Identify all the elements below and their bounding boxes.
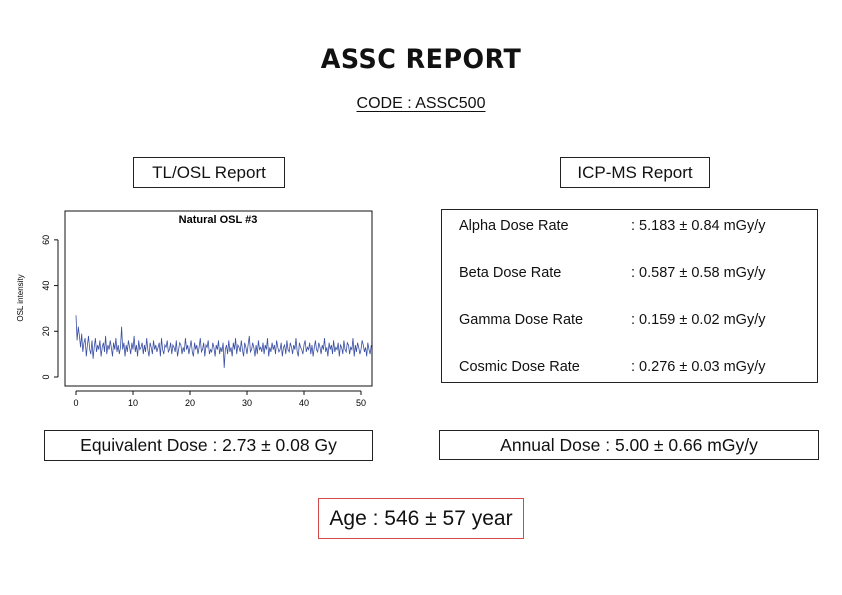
osl-chart: Natural OSL #3 OSL intensity 0 10 20 30 40 50… xyxy=(16,210,373,408)
beta-dose-rate-value: : 0.587 ± 0.58 mGy/y xyxy=(631,265,766,281)
x-tick-label: 50 xyxy=(356,398,366,408)
y-axis-label: OSL intensity xyxy=(16,274,25,321)
x-tick-label: 10 xyxy=(128,398,138,408)
gamma-dose-rate-label: Gamma Dose Rate xyxy=(459,312,584,328)
report-code: CODE : ASSC500 xyxy=(0,95,842,113)
alpha-dose-rate-value: : 5.183 ± 0.84 mGy/y xyxy=(631,218,766,234)
report-title: ASSC REPORT xyxy=(320,44,522,75)
x-tick-label: 30 xyxy=(242,398,252,408)
age-result-box: Age : 546 ± 57 year xyxy=(318,498,524,539)
x-axis: 0 10 20 30 40 50 xyxy=(73,390,366,408)
x-tick-label: 40 xyxy=(299,398,309,408)
x-tick-label: 20 xyxy=(185,398,195,408)
chart-title: Natural OSL #3 xyxy=(179,214,258,226)
icp-ms-report-header: ICP-MS Report xyxy=(560,157,710,188)
equivalent-dose-box: Equivalent Dose : 2.73 ± 0.08 Gy xyxy=(44,430,373,461)
cosmic-dose-rate-value: : 0.276 ± 0.03 mGy/y xyxy=(631,359,766,375)
cosmic-dose-rate-label: Cosmic Dose Rate xyxy=(459,359,580,375)
x-tick-label: 0 xyxy=(73,398,78,408)
y-tick-label: 40 xyxy=(41,281,51,291)
series-line-natural-osl xyxy=(75,315,372,368)
y-tick-label: 20 xyxy=(41,326,51,336)
annual-dose-box: Annual Dose : 5.00 ± 0.66 mGy/y xyxy=(439,430,819,460)
beta-dose-rate-label: Beta Dose Rate xyxy=(459,265,562,281)
tl-osl-report-header: TL/OSL Report xyxy=(133,157,285,188)
report-code-text: CODE : ASSC500 xyxy=(356,95,486,112)
y-axis: 0 20 40 60 xyxy=(41,235,59,380)
plot-frame xyxy=(64,210,373,387)
y-tick-label: 0 xyxy=(41,374,51,379)
y-tick-label: 60 xyxy=(41,235,51,245)
gamma-dose-rate-value: : 0.159 ± 0.02 mGy/y xyxy=(631,312,766,328)
icp-ms-table: Alpha Dose Rate : 5.183 ± 0.84 mGy/y Bet… xyxy=(441,209,818,383)
alpha-dose-rate-label: Alpha Dose Rate xyxy=(459,218,569,234)
